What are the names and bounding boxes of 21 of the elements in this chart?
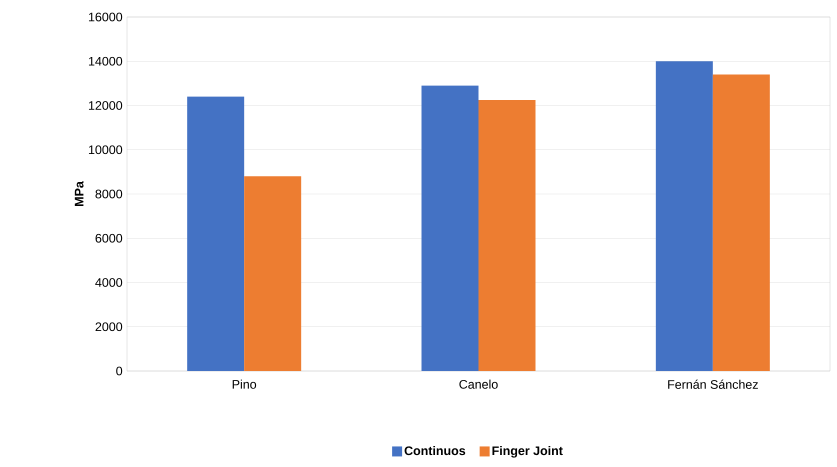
- y-tick-label: 0: [116, 366, 122, 376]
- y-tick-label: 14000: [88, 56, 122, 66]
- y-axis-title: MPa: [74, 181, 84, 206]
- y-tick-label: 16000: [88, 12, 122, 22]
- bar: [478, 100, 536, 372]
- y-tick-label: 8000: [95, 190, 122, 198]
- bar: [656, 61, 713, 372]
- legend-label: Finger Joint: [492, 446, 563, 458]
- y-tick-label: 12000: [88, 101, 122, 110]
- bar: [244, 176, 302, 372]
- bar: [187, 96, 244, 372]
- y-tick-label: 6000: [96, 234, 122, 243]
- bar: [712, 74, 770, 372]
- x-tick-label: Canelo: [459, 380, 498, 389]
- bar: [422, 86, 479, 372]
- legend-label: Continuos: [404, 446, 466, 456]
- x-tick-label: Fernán Sánchez: [668, 380, 758, 389]
- y-tick-label: 4000: [95, 278, 122, 287]
- x-tick-label: Pino: [232, 380, 256, 389]
- y-tick-label: 10000: [88, 145, 122, 154]
- y-tick-label: 2000: [96, 322, 122, 332]
